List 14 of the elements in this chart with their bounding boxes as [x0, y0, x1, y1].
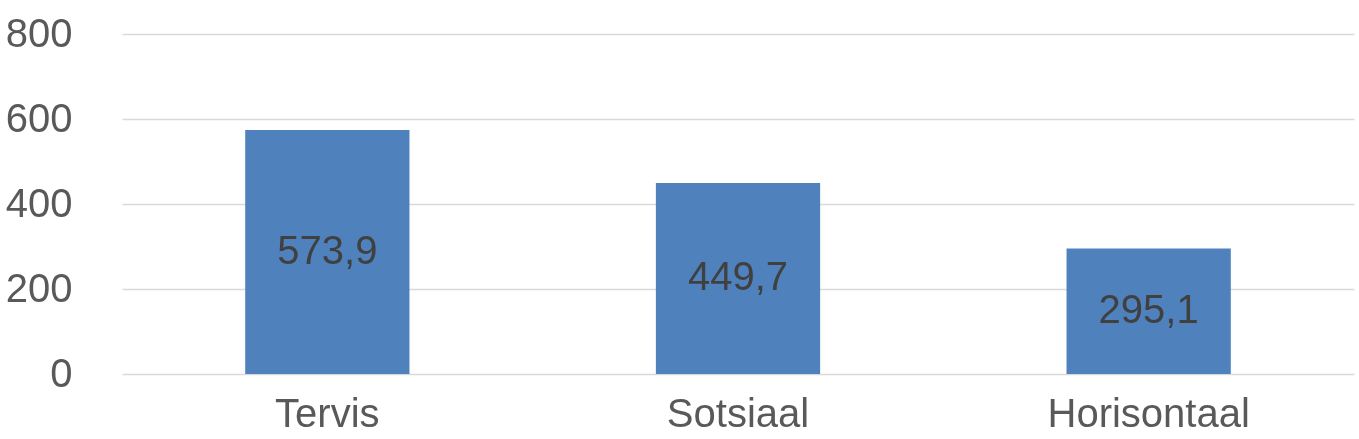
x-tick-label: Sotsiaal — [666, 390, 810, 435]
y-tick-label: 0 — [50, 350, 73, 395]
data-label: 449,7 — [687, 254, 789, 299]
y-tick-label: 400 — [5, 180, 73, 225]
x-tick-label: Horisontaal — [1047, 390, 1250, 435]
bar — [1066, 248, 1231, 374]
bar — [245, 130, 410, 374]
y-tick-label: 800 — [5, 10, 73, 55]
data-label: 573,9 — [277, 228, 378, 273]
y-tick-label: 200 — [5, 265, 73, 310]
data-label: 295,1 — [1098, 287, 1199, 332]
x-tick-label: Tervis — [275, 390, 380, 435]
y-tick-label: 600 — [5, 95, 73, 140]
bar — [655, 182, 821, 374]
